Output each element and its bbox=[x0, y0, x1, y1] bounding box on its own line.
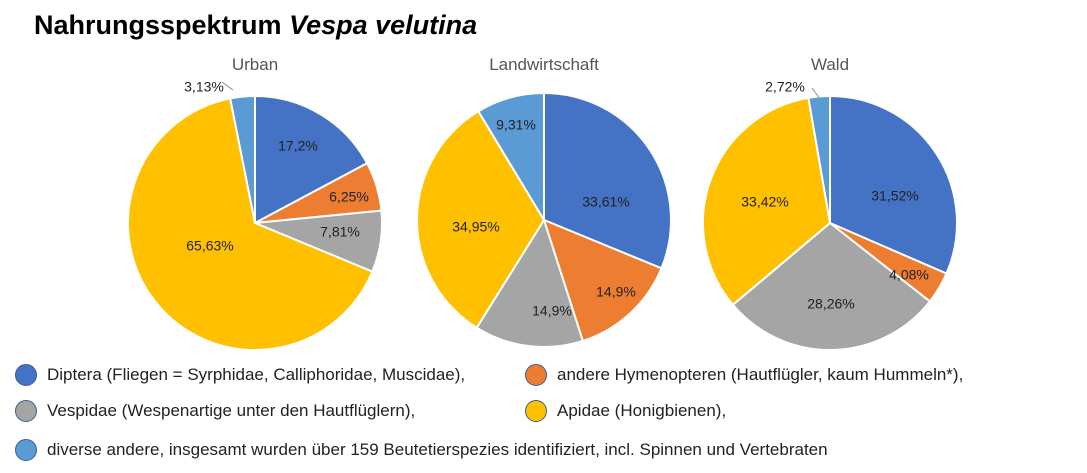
slice-wald-diptera bbox=[829, 95, 958, 275]
slice-urban-diptera bbox=[254, 95, 369, 224]
legend-label-diptera: Diptera (Fliegen = Syrphidae, Calliphori… bbox=[47, 365, 466, 384]
slice-urban-diverse bbox=[229, 95, 256, 224]
leader-wald-diverse bbox=[811, 87, 821, 100]
pie-urban: Urban 17,2% 6,25% 7,81% 65,63% 3,13% bbox=[127, 55, 383, 352]
pie-title-wald: Wald bbox=[811, 55, 849, 74]
slice-landwirtschaft-diptera bbox=[543, 92, 672, 270]
slice-wald-apidae bbox=[702, 96, 831, 306]
pie-landwirtschaft: Landwirtschaft 33,61% 14,9% 14,9% 34,95% 9,31… bbox=[416, 55, 672, 348]
pie-title-landwirtschaft: Landwirtschaft bbox=[489, 55, 599, 74]
slice-landwirtschaft-vespidae bbox=[475, 219, 584, 348]
chart-title-text: Nahrungsspektrum bbox=[34, 10, 282, 40]
slice-wald-vespidae bbox=[731, 222, 931, 351]
legend-swatch-apidae bbox=[525, 400, 547, 422]
label-landwirtschaft-hymenopteren: 14,9% bbox=[596, 284, 636, 300]
legend-label-hymenopteren: andere Hymenopteren (Hautflügler, kaum H… bbox=[557, 365, 964, 384]
label-wald-apidae: 33,42% bbox=[741, 194, 788, 210]
label-urban-diptera: 17,2% bbox=[278, 138, 318, 154]
legend-item-hymenopteren: andere Hymenopteren (Hautflügler, kaum H… bbox=[525, 364, 963, 386]
slice-landwirtschaft-apidae bbox=[416, 110, 545, 329]
label-landwirtschaft-apidae: 34,95% bbox=[452, 219, 499, 235]
label-wald-vespidae: 28,26% bbox=[807, 296, 854, 312]
label-urban-vespidae: 7,81% bbox=[320, 224, 360, 240]
legend-item-vespidae: Vespidae (Wespenartige unter den Hautflü… bbox=[15, 400, 415, 422]
label-landwirtschaft-vespidae: 14,9% bbox=[532, 303, 572, 319]
slice-landwirtschaft-diverse bbox=[477, 92, 545, 221]
legend-label-vespidae: Vespidae (Wespenartige unter den Hautflü… bbox=[47, 401, 416, 420]
label-urban-apidae: 65,63% bbox=[186, 238, 233, 254]
label-urban-diverse: 3,13% bbox=[184, 79, 224, 95]
slice-urban-apidae bbox=[127, 97, 374, 352]
label-landwirtschaft-diverse: 9,31% bbox=[496, 117, 536, 133]
legend-swatch-diverse bbox=[15, 439, 37, 461]
leader-urban-diverse bbox=[221, 81, 234, 91]
slice-wald-diverse bbox=[807, 95, 831, 224]
legend-swatch-hymenopteren bbox=[525, 364, 547, 386]
legend-item-apidae: Apidae (Honigbienen), bbox=[525, 400, 726, 422]
legend-swatch-diptera bbox=[15, 364, 37, 386]
chart-title-species: Vespa velutina bbox=[289, 10, 478, 40]
legend-item-diverse: diverse andere, insgesamt wurden über 15… bbox=[15, 439, 828, 461]
pie-title-urban: Urban bbox=[232, 55, 278, 74]
legend-label-apidae: Apidae (Honigbienen), bbox=[557, 401, 727, 420]
label-wald-diptera: 31,52% bbox=[871, 188, 918, 204]
legend-label-diverse: diverse andere, insgesamt wurden über 15… bbox=[47, 440, 828, 459]
pie-charts: Urban 17,2% 6,25% 7,81% 65,63% 3,13% Landwirts… bbox=[127, 55, 958, 352]
label-urban-hymenopteren: 6,25% bbox=[329, 189, 369, 205]
chart-title: Nahrungsspektrum Vespa velutina bbox=[34, 10, 477, 41]
legend-item-diptera: Diptera (Fliegen = Syrphidae, Calliphori… bbox=[15, 364, 465, 386]
legend-swatch-vespidae bbox=[15, 400, 37, 422]
label-landwirtschaft-diptera: 33,61% bbox=[582, 194, 629, 210]
pie-wald: Wald 31,52% 4,08% 28,26% 33,42% 2,72% bbox=[702, 55, 958, 351]
label-wald-diverse: 2,72% bbox=[765, 79, 805, 95]
label-wald-hymenopteren: 4,08% bbox=[889, 267, 929, 283]
